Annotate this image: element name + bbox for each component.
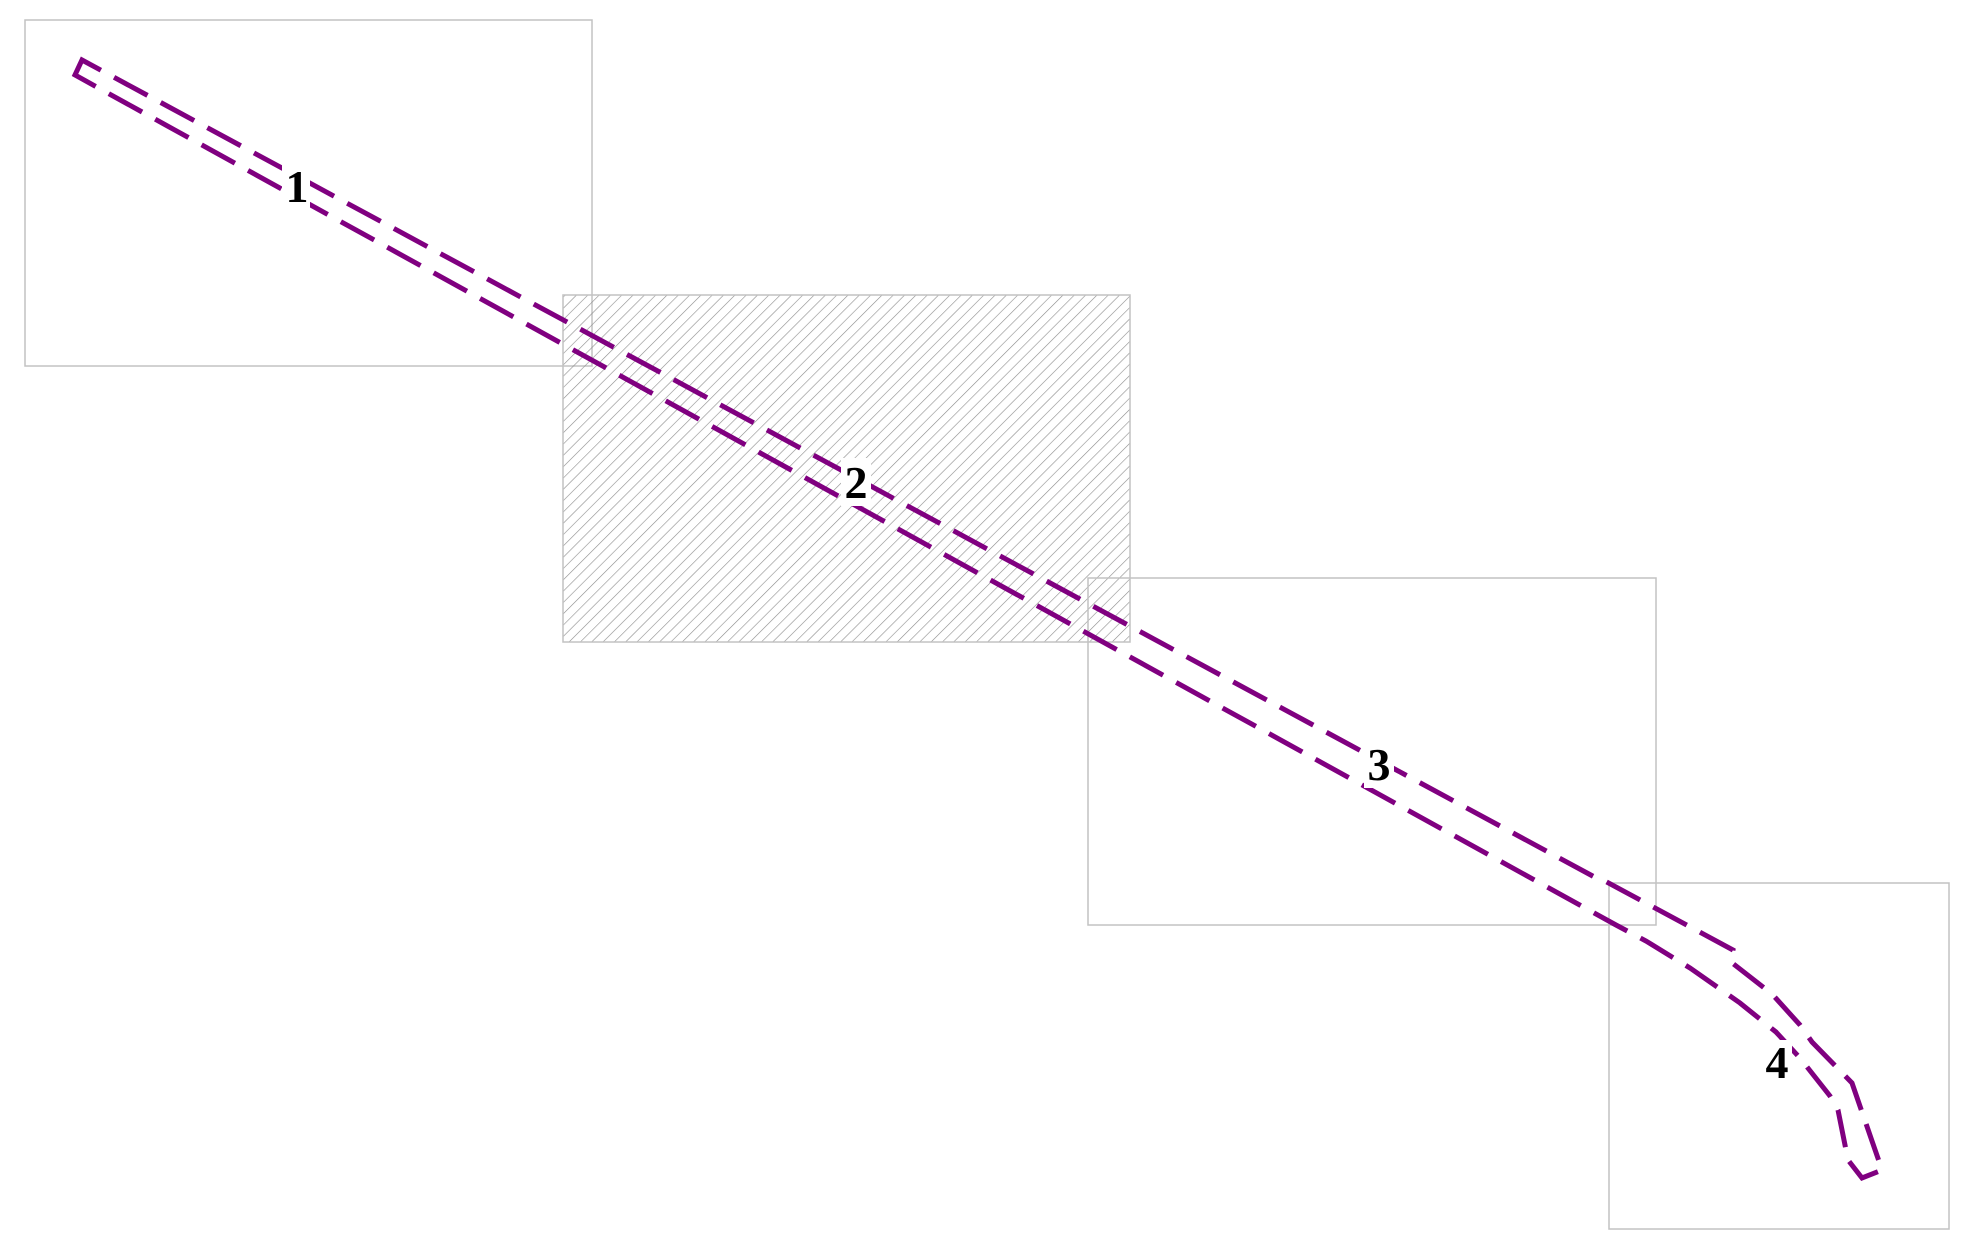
map-frame-3[interactable] — [1087, 577, 1657, 926]
frame-label-1-group: 1 — [282, 161, 310, 212]
frame-label-2: 2 — [845, 457, 868, 508]
frame-label-4-group: 4 — [1762, 1037, 1792, 1088]
frame-label-4: 4 — [1766, 1037, 1789, 1088]
map-frame-4[interactable] — [1608, 882, 1950, 1230]
frame-label-2-group: 2 — [841, 457, 871, 508]
frame-label-1: 1 — [286, 161, 309, 212]
map-frame-1[interactable] — [24, 19, 593, 367]
frame-label-3-group: 3 — [1364, 739, 1394, 790]
frame-label-3: 3 — [1368, 739, 1391, 790]
corridor-outline — [71, 56, 1886, 1182]
map-frame-2-highlighted[interactable] — [562, 294, 1131, 643]
